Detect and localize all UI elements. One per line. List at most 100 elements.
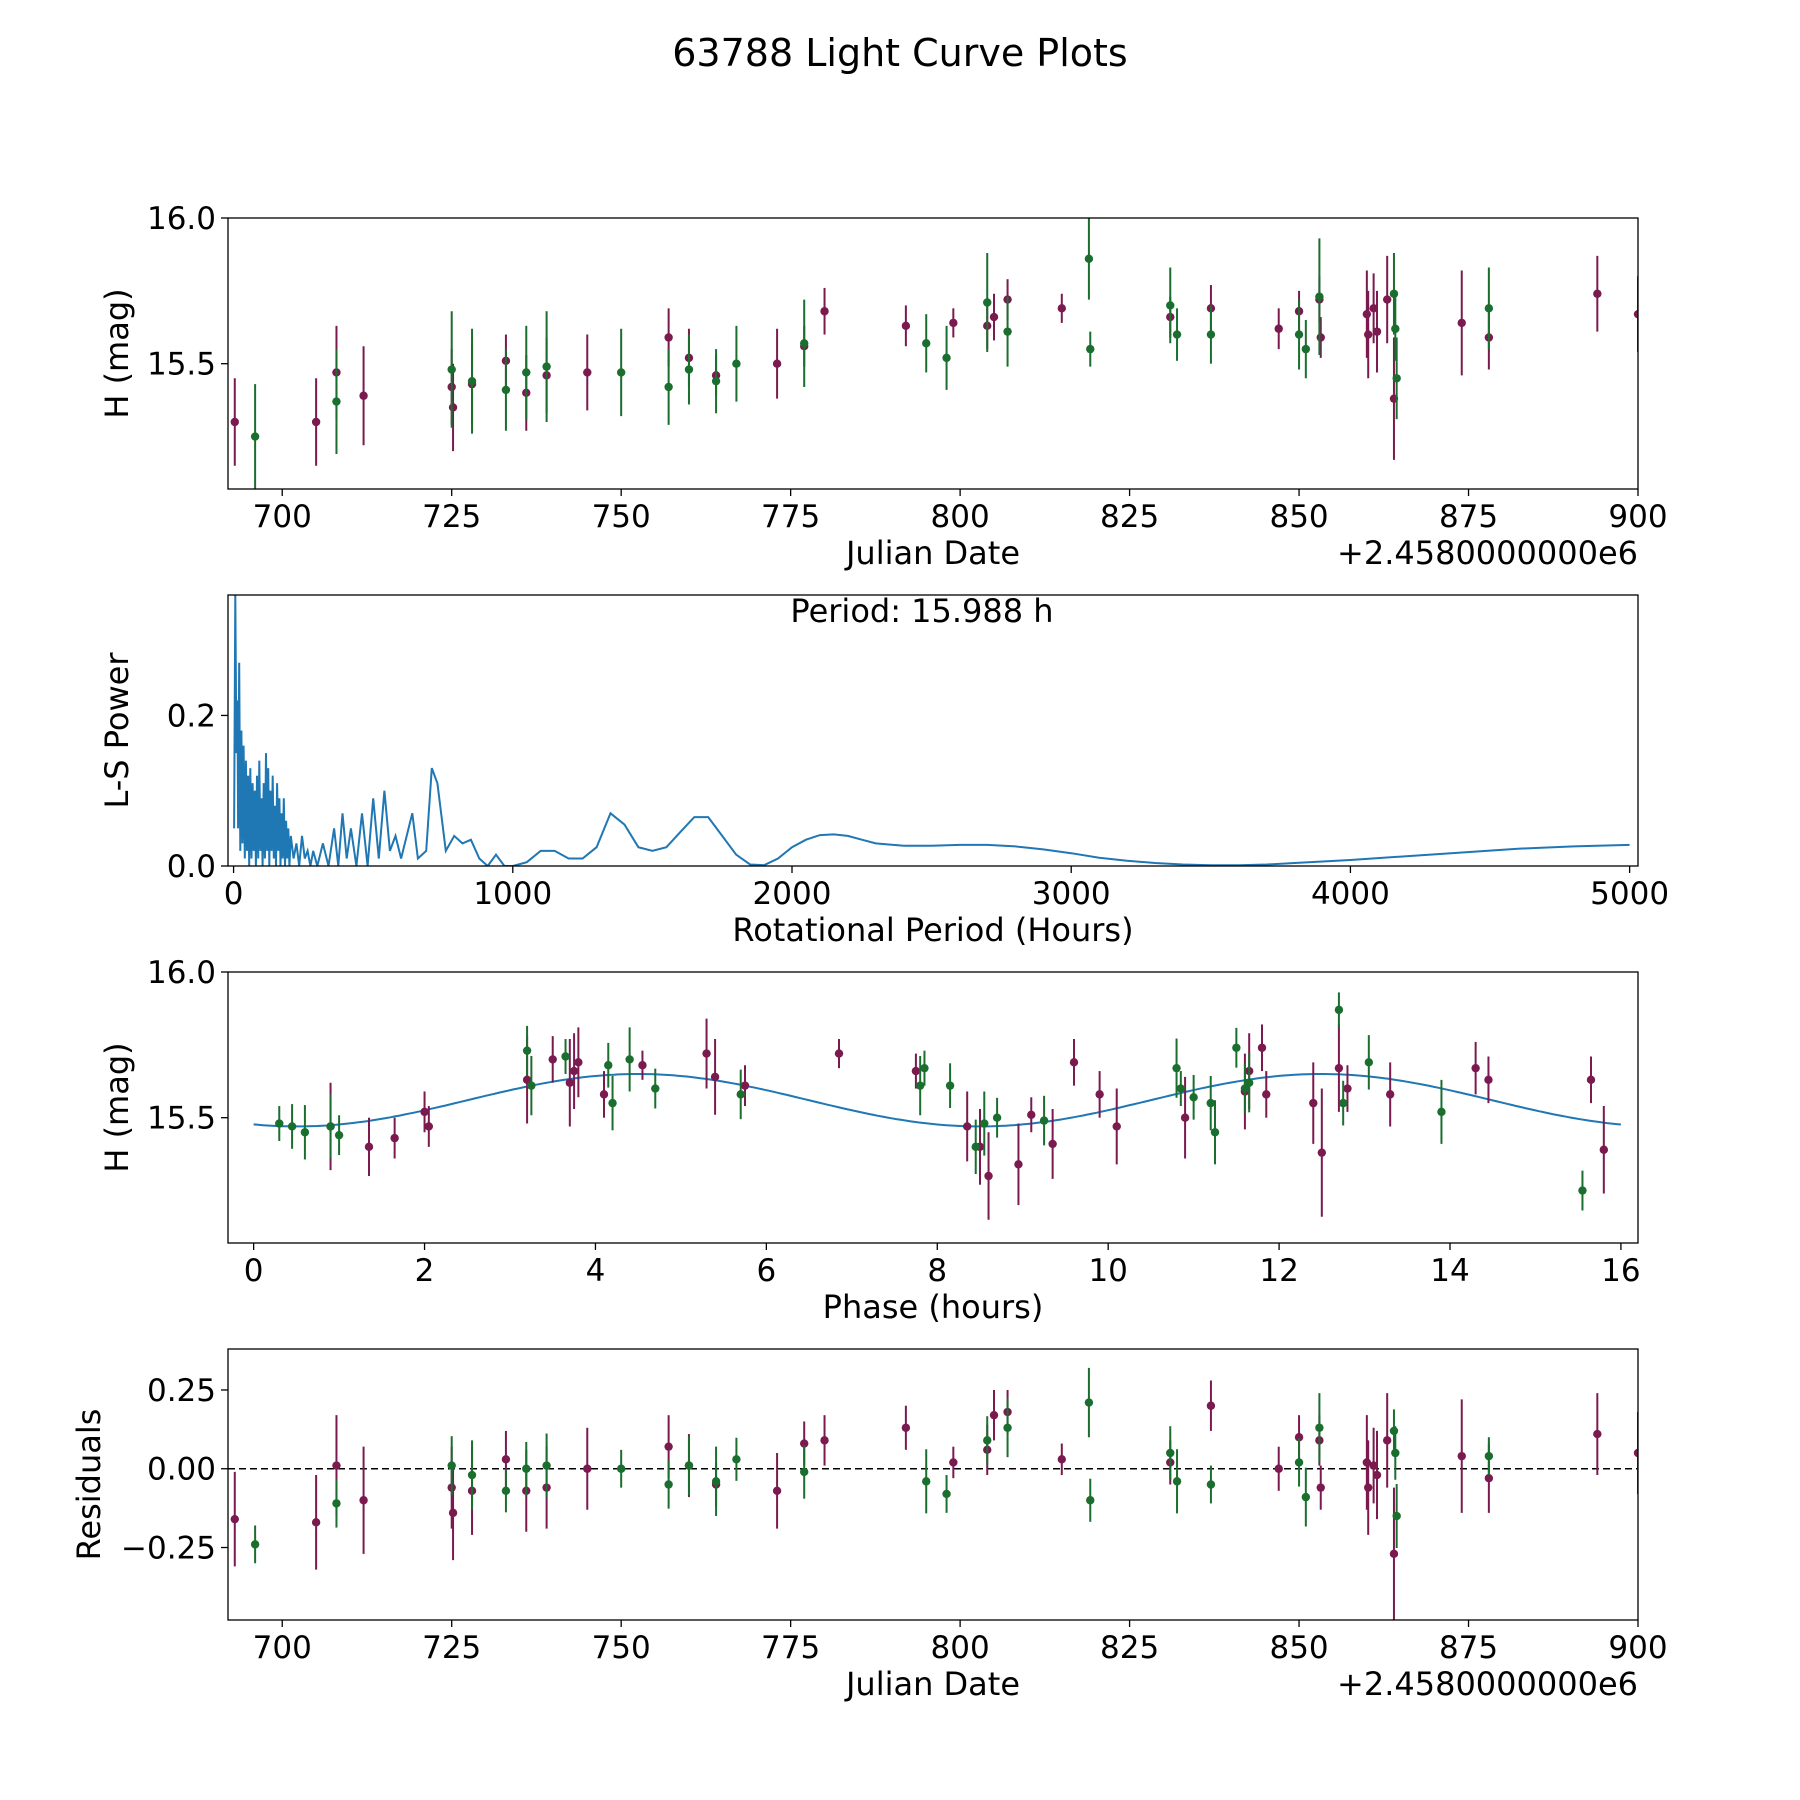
data-point: [1027, 1110, 1036, 1119]
data-point: [1391, 1448, 1400, 1458]
data-point: [1294, 1433, 1304, 1442]
data-point: [1084, 254, 1094, 263]
x-tick-label: 775: [761, 1630, 820, 1666]
data-point: [326, 1122, 335, 1131]
data-point: [989, 312, 999, 322]
data-point: [949, 318, 958, 328]
data-point: [501, 1486, 511, 1496]
data-point: [599, 1090, 609, 1099]
residuals-axes-frame: [227, 1348, 1639, 1621]
data-point: [983, 1436, 992, 1445]
data-point: [901, 1423, 911, 1432]
data-point: [1392, 1511, 1401, 1521]
x-tick-label: 800: [931, 499, 990, 535]
axis-offset-label: +2.4580000000e6: [1337, 534, 1638, 572]
data-point: [772, 1486, 782, 1496]
x-tick-label: 6: [756, 1253, 776, 1289]
data-point: [447, 365, 456, 374]
data-point: [230, 417, 239, 427]
data-point: [710, 1072, 720, 1082]
data-point: [1484, 1473, 1494, 1483]
data-point: [1069, 1058, 1079, 1067]
x-tick-label: 16: [1601, 1253, 1640, 1289]
data-point: [527, 1081, 536, 1090]
x-tick-label: 1000: [473, 876, 552, 912]
y-tick-label: −0.25: [121, 1531, 216, 1567]
data-point: [1057, 304, 1066, 313]
data-point: [1206, 1480, 1216, 1489]
data-point: [983, 298, 992, 307]
data-point: [311, 417, 321, 427]
x-tick-label: 4000: [1311, 876, 1390, 912]
y-tick-label: 16.0: [147, 955, 216, 991]
data-point: [1316, 333, 1325, 342]
periodogram-x-axis-label: Rotational Period (Hours): [732, 911, 1133, 949]
x-tick-label: 12: [1259, 1253, 1298, 1289]
periodogram-panel: Period: 15.988 h 0 1000 2000 3000 4000 5000 0.…: [98, 592, 1669, 949]
x-tick-label: 10: [1088, 1253, 1127, 1289]
data-point: [1309, 1098, 1318, 1108]
data-point: [1471, 1063, 1480, 1073]
x-tick-label: 0: [244, 1253, 264, 1289]
data-point: [942, 1489, 951, 1499]
data-point: [569, 1066, 579, 1076]
data-point: [922, 339, 931, 348]
data-point: [901, 321, 911, 331]
data-point: [1210, 1128, 1220, 1137]
data-point: [522, 1464, 531, 1473]
x-tick-label: 825: [1100, 499, 1159, 535]
data-point: [772, 359, 782, 368]
periodogram-line: [233, 595, 1630, 866]
data-point: [1484, 1451, 1494, 1461]
x-tick-label: 2000: [753, 876, 832, 912]
data-point: [942, 353, 951, 363]
data-point: [1484, 1075, 1493, 1085]
data-point: [616, 1464, 626, 1473]
x-tick-label: 8: [927, 1253, 947, 1289]
data-point: [984, 1171, 993, 1181]
data-point: [800, 1439, 809, 1448]
data-point: [501, 1455, 511, 1464]
x-tick-label: 750: [592, 499, 651, 535]
data-point: [664, 1442, 673, 1451]
data-point: [820, 307, 829, 316]
data-point: [1274, 1464, 1283, 1473]
phase-x-axis-label: Phase (hours): [823, 1288, 1044, 1326]
data-point: [1369, 304, 1378, 313]
data-point: [1362, 309, 1372, 319]
data-point: [364, 1142, 374, 1152]
lightcurve-plot-area: [230, 218, 1638, 489]
data-point: [542, 1461, 551, 1470]
data-point: [448, 1508, 458, 1518]
figure-title: 63788 Light Curve Plots: [672, 31, 1127, 75]
data-point: [332, 1461, 341, 1470]
data-point: [522, 1075, 532, 1085]
data-point: [583, 1464, 592, 1473]
data-point: [300, 1128, 310, 1137]
data-point: [420, 1107, 429, 1117]
data-point: [736, 1090, 745, 1099]
residuals-plot-area: [228, 1367, 1638, 1620]
data-point: [711, 1477, 721, 1486]
data-point: [467, 376, 477, 386]
data-point: [702, 1049, 711, 1058]
data-point: [1301, 344, 1311, 354]
data-point: [800, 1467, 809, 1477]
data-point: [989, 1410, 999, 1420]
data-point: [962, 1122, 972, 1131]
x-tick-label: 900: [1608, 499, 1667, 535]
data-point: [1315, 1423, 1324, 1432]
data-point: [1633, 1448, 1638, 1458]
data-point: [250, 1540, 260, 1549]
data-point: [522, 1046, 532, 1055]
x-tick-label: 775: [761, 499, 820, 535]
data-point: [992, 1113, 1002, 1122]
data-point: [1578, 1186, 1587, 1195]
x-tick-label: 850: [1269, 1630, 1328, 1666]
x-tick-label: 4: [586, 1253, 606, 1289]
data-point: [1599, 1145, 1609, 1154]
data-point: [1039, 1116, 1049, 1125]
x-tick-label: 5000: [1590, 876, 1669, 912]
lightcurve-x-axis-label: Julian Date: [844, 534, 1020, 572]
data-point: [561, 1052, 570, 1061]
